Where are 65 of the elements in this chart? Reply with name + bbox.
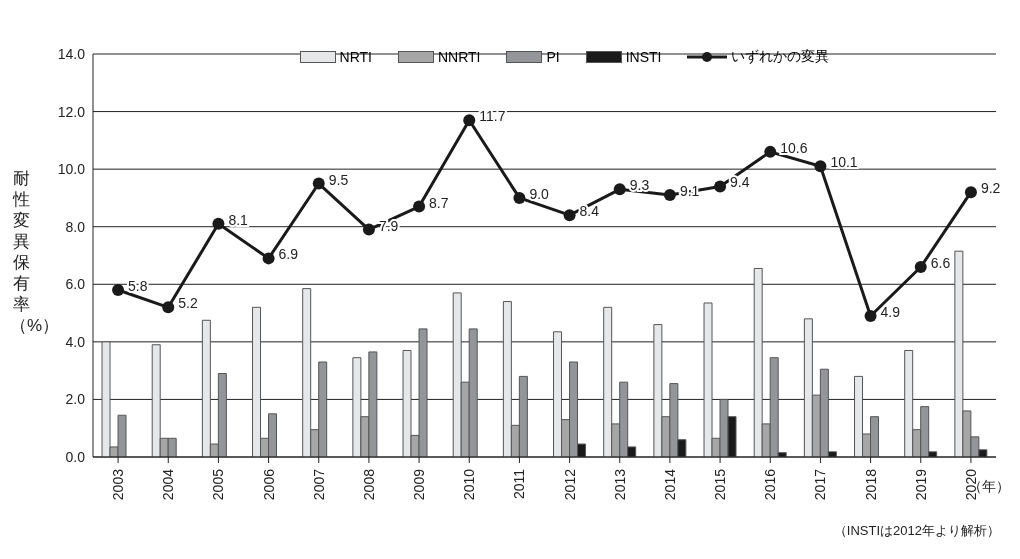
point	[714, 180, 727, 193]
point	[864, 309, 877, 322]
data-label: 4.9	[880, 303, 901, 320]
data-label: 6.6	[930, 255, 951, 272]
point	[312, 177, 325, 190]
data-label: 9.0	[529, 185, 550, 202]
y-tick-label: 6.0	[65, 276, 86, 293]
data-label: 9.5	[328, 171, 349, 188]
legend-label: INSTI	[624, 48, 662, 66]
x-tick-label: 2003	[110, 468, 127, 501]
point	[212, 217, 225, 230]
x-tick-label: 2013	[611, 468, 628, 501]
y-tick-label: 4.0	[65, 333, 86, 350]
legend-label: NRTI	[338, 48, 372, 66]
y-axis-title: 耐性変異保有率（%）	[10, 169, 60, 336]
x-tick-label: 2018	[862, 468, 879, 501]
y-tick-label: 12.0	[57, 103, 86, 120]
y-tick-label: 10.0	[57, 161, 86, 178]
point	[262, 252, 275, 265]
x-tick-label: 2015	[712, 468, 729, 501]
data-label: 8.4	[579, 203, 600, 220]
x-tick-label: 2019	[912, 468, 929, 501]
point	[112, 284, 125, 297]
point	[613, 183, 626, 196]
data-label: 6.9	[278, 246, 299, 263]
y-tick-label: 0.0	[65, 448, 86, 465]
x-tick-label: 2006	[260, 468, 277, 501]
data-label: 9.3	[629, 177, 650, 194]
x-tick-label: 2016	[762, 468, 779, 501]
x-tick-label: 2008	[360, 468, 377, 501]
point	[563, 209, 576, 222]
y-tick-label: 2.0	[65, 391, 86, 408]
x-tick-label: 2014	[661, 468, 678, 501]
point	[162, 301, 175, 314]
x-tick-label: 2004	[160, 468, 177, 501]
y-tick-label: 8.0	[65, 218, 86, 235]
data-label: 8.7	[429, 194, 449, 211]
x-tick-label: 2009	[411, 468, 428, 501]
x-tick-label: 2007	[310, 468, 327, 501]
point	[663, 189, 676, 202]
x-tick-label: 2010	[461, 468, 478, 501]
data-label: 5.2	[178, 295, 198, 312]
data-label: 10.1	[830, 154, 858, 171]
data-label: 8.1	[228, 211, 249, 228]
point	[413, 200, 426, 213]
legend-label: NNRTI	[436, 48, 481, 66]
point	[463, 114, 476, 127]
text: （INSTIは2012年より解析）	[833, 522, 1000, 540]
x-tick-label: 2011	[511, 468, 528, 500]
x-tick-label: 2017	[812, 468, 829, 501]
point	[764, 145, 777, 158]
data-label: 10.6	[780, 139, 808, 156]
legend-label: いずれかの変異	[730, 48, 830, 66]
x-tick-label: 2012	[561, 468, 578, 501]
point	[362, 223, 375, 236]
data-label: 9.4	[730, 174, 750, 191]
x-tick-label: 2005	[210, 468, 227, 501]
point	[964, 186, 977, 199]
data-label: 11.7	[479, 108, 506, 125]
y-tick-label: 14.0	[57, 45, 86, 62]
data-label: 9.2	[980, 180, 1001, 197]
legend-label: PI	[545, 48, 560, 66]
point	[513, 191, 526, 204]
point	[814, 160, 827, 173]
point	[914, 261, 927, 274]
